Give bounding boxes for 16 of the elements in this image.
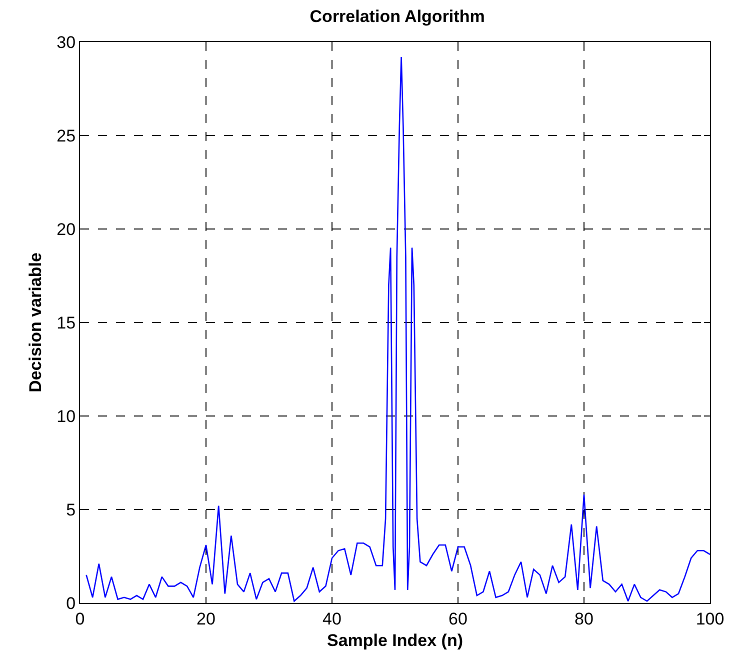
y-tick-label: 0	[66, 594, 76, 613]
x-axis-title: Sample Index (n)	[326, 630, 464, 650]
line-series	[86, 56, 710, 602]
y-tick-label: 20	[56, 220, 76, 239]
x-tick-label: 40	[322, 609, 342, 628]
y-tick-label: 5	[66, 500, 76, 520]
x-tick-label: 100	[696, 609, 724, 628]
x-tick-label: 60	[448, 609, 468, 628]
chart-title: Correlation Algorithm	[310, 6, 485, 26]
y-axis-title: Decision variable	[26, 252, 46, 392]
y-tick-label: 10	[56, 406, 76, 426]
y-tick-label: 30	[56, 32, 76, 52]
x-tick-label: 80	[574, 609, 594, 628]
y-tick-label: 25	[56, 126, 76, 146]
x-tick-label: 20	[196, 609, 216, 628]
y-tick-label: 15	[56, 313, 76, 332]
